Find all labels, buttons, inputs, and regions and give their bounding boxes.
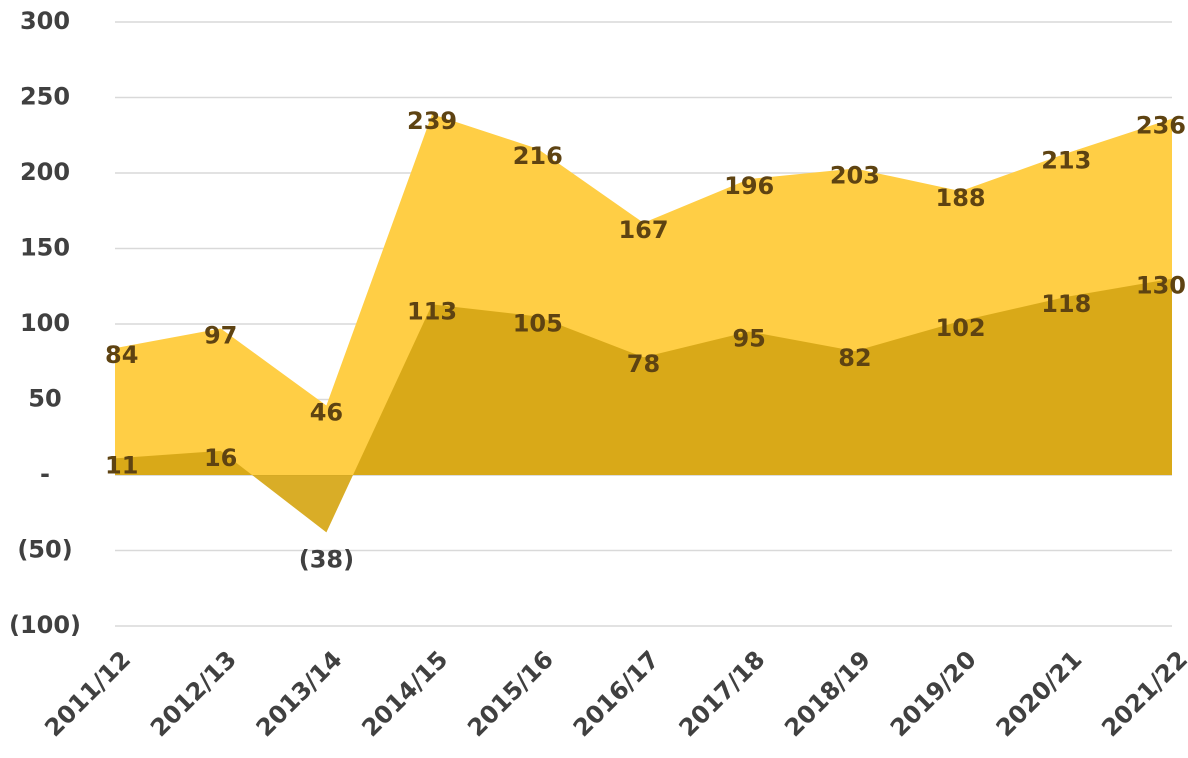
data-label: 167: [618, 216, 668, 244]
y-tick-label: (100): [9, 611, 81, 639]
data-label: 216: [513, 142, 563, 170]
x-tick-label: 2014/15: [356, 645, 453, 742]
data-label: 46: [310, 399, 343, 427]
y-tick-label: 300: [20, 7, 70, 35]
data-label: (38): [299, 545, 354, 573]
y-tick-label: 100: [20, 309, 70, 337]
data-label: 118: [1041, 290, 1091, 318]
x-tick-label: 2018/19: [779, 645, 876, 742]
data-label: 188: [936, 184, 986, 212]
x-tick-label: 2016/17: [568, 645, 665, 742]
y-tick-label: 250: [20, 83, 70, 111]
data-label: 82: [838, 344, 871, 372]
data-label: 130: [1136, 272, 1186, 300]
data-label: 78: [627, 350, 660, 378]
data-label: 95: [732, 325, 765, 353]
data-label: 11: [105, 451, 138, 479]
y-tick-label: 50: [28, 385, 61, 413]
data-label: 113: [407, 297, 457, 325]
data-label: 102: [936, 314, 986, 342]
y-tick-label: (50): [17, 536, 72, 564]
data-label: 236: [1136, 112, 1186, 140]
y-tick-label: 150: [20, 234, 70, 262]
data-label: 97: [204, 322, 237, 350]
x-tick-label: 2012/13: [145, 645, 242, 742]
x-tick-label: 2020/21: [991, 645, 1088, 742]
data-label: 213: [1041, 146, 1091, 174]
data-label: 105: [513, 309, 563, 337]
data-label: 16: [204, 444, 237, 472]
x-tick-label: 2019/20: [885, 645, 982, 742]
y-tick-label: -: [40, 460, 50, 488]
data-label: 196: [724, 172, 774, 200]
area: [115, 278, 1172, 533]
x-tick-label: 2011/12: [39, 645, 136, 742]
x-tick-label: 2015/16: [462, 645, 559, 742]
x-tick-label: 2021/22: [1096, 645, 1188, 742]
data-label: 203: [830, 161, 880, 189]
x-tick-label: 2013/14: [251, 645, 348, 742]
data-label: 239: [407, 107, 457, 135]
y-tick-label: 200: [20, 158, 70, 186]
data-label: 84: [105, 341, 138, 369]
x-tick-label: 2017/18: [674, 645, 771, 742]
